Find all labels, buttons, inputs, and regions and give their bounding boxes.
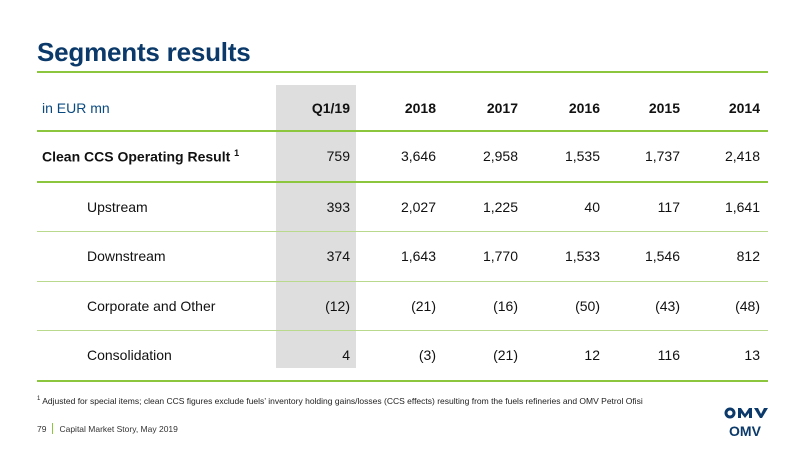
table-cell: 393 bbox=[326, 198, 350, 215]
row-label-text: Clean CCS Operating Result bbox=[42, 148, 231, 165]
table-cell: (21) bbox=[411, 297, 436, 314]
table-cell: 2,958 bbox=[482, 148, 518, 165]
table-cell: (48) bbox=[735, 297, 760, 314]
segments-table: in EUR mn Q1/19 2018 2017 2016 2015 2014… bbox=[37, 85, 768, 382]
table-cell: 1,737 bbox=[644, 148, 680, 165]
footer-divider bbox=[52, 423, 54, 434]
row-label: Clean CCS Operating Result 1 bbox=[37, 148, 276, 165]
logo-text: OMV bbox=[729, 423, 762, 439]
column-header: 2016 bbox=[568, 99, 600, 116]
table-header-row: in EUR mn Q1/19 2018 2017 2016 2015 2014 bbox=[37, 85, 768, 132]
table-row: Corporate and Other (12) (21) (16) (50) … bbox=[37, 282, 768, 331]
table-cell: 40 bbox=[584, 198, 600, 215]
table-cell: 759 bbox=[326, 148, 350, 165]
table-cell: 1,770 bbox=[482, 248, 518, 265]
page-title: Segments results bbox=[37, 37, 251, 67]
table-cell: (12) bbox=[325, 297, 350, 314]
highlight-column-q1-19 bbox=[276, 85, 356, 368]
table-cell: 374 bbox=[326, 248, 350, 265]
table-cell: (50) bbox=[575, 297, 600, 314]
table-cell: (3) bbox=[418, 347, 436, 364]
table-cell: (16) bbox=[493, 297, 518, 314]
table-cell: 812 bbox=[736, 248, 760, 265]
omv-logo-icon: OMV bbox=[724, 407, 768, 439]
title-divider bbox=[37, 71, 768, 73]
footnote-text: Adjusted for special items; clean CCS fi… bbox=[42, 396, 643, 406]
table-cell: 1,533 bbox=[564, 248, 600, 265]
page-number: 79 bbox=[37, 423, 47, 434]
table-row-total: Clean CCS Operating Result 1 759 3,646 2… bbox=[37, 132, 768, 183]
table-cell: 117 bbox=[657, 198, 680, 215]
table-row: Consolidation 4 (3) (21) 12 116 13 bbox=[37, 331, 768, 382]
table-cell: 1,641 bbox=[724, 198, 760, 215]
row-label: Downstream bbox=[87, 248, 166, 265]
table-cell: 1,643 bbox=[400, 248, 436, 265]
table-cell: 116 bbox=[657, 347, 680, 364]
column-header: Q1/19 bbox=[311, 99, 350, 116]
table-cell: 13 bbox=[744, 347, 760, 364]
table-cell: 3,646 bbox=[400, 148, 436, 165]
table-cell: 1,535 bbox=[564, 148, 600, 165]
footer-text: Capital Market Story, May 2019 bbox=[59, 423, 178, 434]
table-cell: 1,225 bbox=[482, 198, 518, 215]
table-cell: 2,027 bbox=[400, 198, 436, 215]
column-header: 2015 bbox=[648, 99, 680, 116]
table-cell: 2,418 bbox=[724, 148, 760, 165]
unit-label: in EUR mn bbox=[42, 99, 110, 116]
footnote: 1 Adjusted for special items; clean CCS … bbox=[37, 396, 643, 406]
row-label: Consolidation bbox=[87, 347, 172, 364]
table-cell: (43) bbox=[655, 297, 680, 314]
table-cell: (21) bbox=[493, 347, 518, 364]
row-label: Corporate and Other bbox=[87, 297, 216, 314]
column-header: 2018 bbox=[404, 99, 436, 116]
footnote-marker: 1 bbox=[37, 396, 41, 403]
table-row: Downstream 374 1,643 1,770 1,533 1,546 8… bbox=[37, 232, 768, 282]
table-cell: 12 bbox=[584, 347, 600, 364]
column-header: 2014 bbox=[728, 99, 760, 116]
table-row: Upstream 393 2,027 1,225 40 117 1,641 bbox=[37, 183, 768, 232]
table-cell: 4 bbox=[342, 347, 350, 364]
page-footer: 79 Capital Market Story, May 2019 bbox=[37, 423, 178, 434]
column-header: 2017 bbox=[486, 99, 518, 116]
table-cell: 1,546 bbox=[644, 248, 680, 265]
footnote-ref: 1 bbox=[234, 147, 240, 158]
row-label: Upstream bbox=[87, 198, 148, 215]
